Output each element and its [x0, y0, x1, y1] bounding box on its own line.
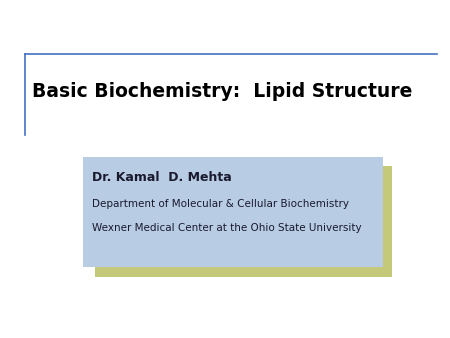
Text: Basic Biochemistry:  Lipid Structure: Basic Biochemistry: Lipid Structure [32, 82, 412, 101]
FancyBboxPatch shape [94, 166, 392, 277]
FancyBboxPatch shape [83, 157, 382, 267]
Text: Wexner Medical Center at the Ohio State University: Wexner Medical Center at the Ohio State … [92, 223, 362, 233]
Text: Department of Molecular & Cellular Biochemistry: Department of Molecular & Cellular Bioch… [92, 199, 349, 210]
Text: Dr. Kamal  D. Mehta: Dr. Kamal D. Mehta [92, 171, 232, 184]
